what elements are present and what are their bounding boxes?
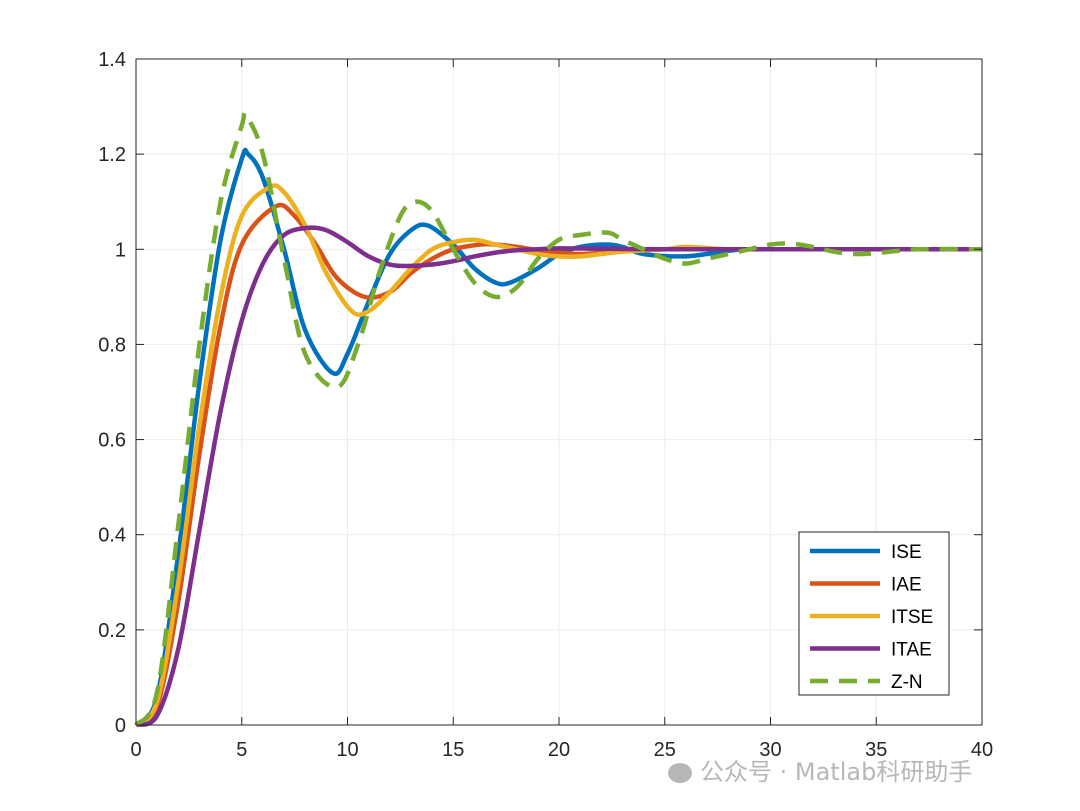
series-lines — [134, 110, 983, 728]
x-tick-label: 15 — [442, 739, 464, 761]
x-tick-label: 20 — [548, 739, 570, 761]
x-tick-label: 5 — [236, 739, 247, 761]
x-tick-label: 10 — [336, 739, 358, 761]
y-tick-label: 0.4 — [98, 525, 126, 547]
x-tick-label: 25 — [654, 739, 676, 761]
legend: ISE IAE ITSE ITAE Z-N — [798, 531, 950, 696]
legend-label: ITAE — [891, 640, 932, 661]
x-tick-label: 40 — [971, 739, 993, 761]
y-tick-label: 1.2 — [98, 144, 126, 166]
y-tick-label: 1 — [115, 239, 126, 261]
y-tick-label: 0.8 — [98, 334, 126, 356]
x-tick-label: 0 — [130, 739, 141, 761]
legend-label: ISE — [891, 542, 922, 563]
x-tick-label: 35 — [865, 739, 887, 761]
y-tick-label: 0.2 — [98, 620, 126, 642]
series-line-z-n — [134, 110, 983, 727]
y-tick-label: 0 — [115, 715, 126, 737]
x-tick-label: 30 — [759, 739, 781, 761]
wechat-icon — [668, 763, 692, 783]
watermark-text: 公众号 · Matlab科研助手 — [700, 758, 973, 786]
legend-label: Z-N — [891, 672, 923, 693]
legend-box — [798, 531, 950, 696]
legend-label: ITSE — [891, 607, 933, 628]
watermark: 公众号 · Matlab科研助手 — [668, 752, 972, 787]
y-tick-label: 1.4 — [98, 49, 126, 71]
axis-ticks: 0 5 10 15 20 25 30 35 40 0 0.2 0.4 0.6 0.8 1 1.2 1.4 — [98, 49, 993, 761]
y-tick-label: 0.6 — [98, 430, 126, 452]
series-line-ise — [134, 147, 982, 727]
series-line-itae — [135, 225, 982, 728]
legend-label: IAE — [891, 575, 922, 596]
